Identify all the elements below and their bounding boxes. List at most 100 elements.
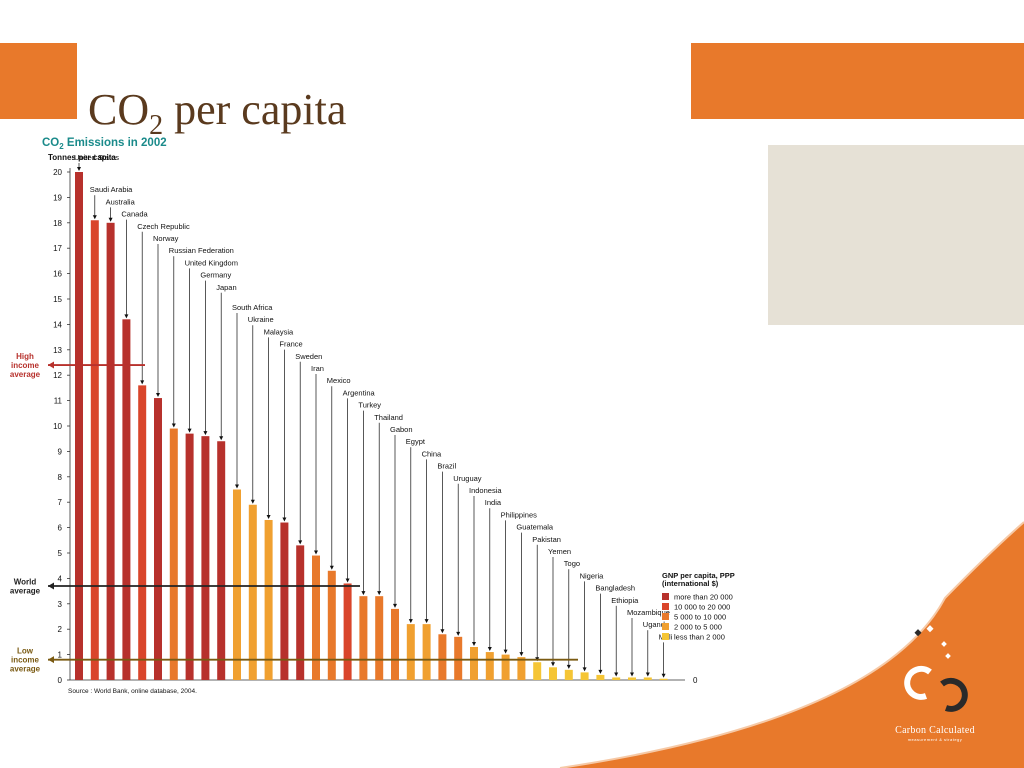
y-tick-label: 5	[58, 549, 63, 558]
label-arrow-icon	[203, 431, 208, 436]
bar-egypt	[406, 624, 415, 680]
country-label: France	[279, 340, 302, 349]
country-label: Guatemala	[516, 523, 554, 532]
label-arrow-icon	[503, 649, 508, 654]
bar-canada	[122, 319, 131, 680]
bar-ukraine	[248, 504, 257, 680]
reference-label: High	[16, 352, 34, 361]
country-label: Malaysia	[264, 327, 294, 336]
y-tick-label: 6	[58, 524, 63, 533]
label-arrow-icon	[424, 619, 429, 624]
country-label: Philippines	[501, 510, 538, 519]
top-left-orange-block	[0, 43, 77, 119]
bar-south-africa	[233, 489, 241, 680]
bar-pakistan	[533, 662, 542, 680]
legend-item-label: 5 000 to 10 000	[674, 613, 726, 622]
bar-malaysia	[264, 519, 273, 680]
label-arrow-icon	[171, 423, 176, 428]
bar-saudi-arabia	[90, 220, 99, 680]
label-arrow-icon	[630, 672, 634, 677]
country-label: China	[422, 449, 442, 458]
y-tick-label: 10	[53, 422, 62, 431]
country-label: Nigeria	[580, 571, 605, 580]
y-axis-label: Tonnes per capita	[48, 153, 116, 162]
bar-bangladesh	[596, 674, 605, 680]
carbon-calculated-logo-icon	[904, 625, 968, 712]
y-tick-label: 9	[58, 447, 63, 456]
country-label: Iran	[311, 364, 324, 373]
x-axis-end-zero-label: 0	[693, 676, 698, 685]
reference-label: income	[11, 656, 40, 665]
country-label: Ethiopia	[611, 596, 639, 605]
bar-china	[422, 624, 431, 680]
y-tick-label: 20	[53, 168, 62, 177]
country-label: Brazil	[437, 462, 456, 471]
bar-mali	[659, 678, 668, 680]
reference-label: Low	[17, 647, 34, 656]
country-label: United Kingdom	[185, 258, 238, 267]
country-label: Germany	[200, 271, 231, 280]
label-arrow-icon	[124, 314, 129, 319]
bar-ethiopia	[612, 677, 621, 680]
bar-yemen	[549, 667, 557, 680]
reference-label: average	[10, 370, 41, 379]
bar-australia	[106, 222, 115, 681]
label-arrow-icon	[551, 662, 555, 667]
y-tick-label: 8	[58, 473, 63, 482]
reference-arrow-icon	[48, 656, 54, 664]
country-label: Indonesia	[469, 486, 502, 495]
label-arrow-icon	[77, 167, 81, 171]
reference-arrow-icon	[48, 361, 54, 369]
label-arrow-icon	[661, 673, 666, 678]
legend-swatch	[662, 603, 669, 610]
label-arrow-icon	[361, 591, 366, 596]
bar-mexico	[327, 570, 336, 680]
y-tick-label: 7	[58, 498, 63, 507]
country-label: Australia	[106, 197, 136, 206]
country-label: Japan	[216, 283, 236, 292]
country-label: Thailand	[374, 413, 403, 422]
y-tick-label: 18	[53, 219, 62, 228]
beige-side-panel	[768, 145, 1024, 325]
y-tick-label: 3	[58, 600, 63, 609]
country-label: Mozambique	[627, 608, 670, 617]
reference-label: average	[10, 587, 41, 596]
bar-mozambique	[628, 677, 636, 680]
country-label: Saudi Arabia	[90, 185, 133, 194]
legend-item-label: 2 000 to 5 000	[674, 623, 722, 632]
label-arrow-icon	[329, 565, 334, 570]
country-label: India	[485, 498, 502, 507]
label-arrow-icon	[377, 591, 382, 596]
slide-title-subscript: 2	[149, 110, 164, 141]
bar-united-kingdom	[185, 433, 194, 680]
reference-label: World	[14, 578, 37, 587]
country-label: Egypt	[406, 437, 426, 446]
y-tick-label: 1	[58, 651, 63, 660]
legend-item-label: 10 000 to 20 000	[674, 603, 730, 612]
bar-uganda	[643, 677, 652, 680]
bar-philippines	[501, 654, 510, 680]
country-label: Czech Republic	[137, 222, 190, 231]
label-arrow-icon	[345, 578, 350, 583]
legend-swatch	[662, 593, 669, 600]
label-arrow-icon	[440, 629, 445, 634]
label-arrow-icon	[314, 550, 318, 555]
bar-czech-republic	[138, 385, 147, 680]
country-label: Argentina	[343, 388, 376, 397]
y-tick-label: 14	[53, 320, 62, 329]
label-arrow-icon	[582, 667, 587, 672]
bar-norway	[154, 398, 162, 680]
top-right-orange-block	[691, 43, 1024, 119]
country-label: Turkey	[358, 401, 381, 410]
label-arrow-icon	[408, 619, 413, 624]
country-label: Canada	[121, 210, 148, 219]
y-tick-label: 17	[53, 244, 62, 253]
legend-title: GNP per capita, PPP	[662, 571, 735, 580]
y-tick-label: 11	[54, 397, 63, 406]
brand-tagline: measurement & strategy	[907, 737, 963, 742]
y-tick-label: 12	[53, 371, 62, 380]
bar-gabon	[391, 608, 399, 680]
legend-swatch	[662, 623, 669, 630]
legend-swatch	[662, 613, 669, 620]
label-arrow-icon	[250, 499, 255, 504]
